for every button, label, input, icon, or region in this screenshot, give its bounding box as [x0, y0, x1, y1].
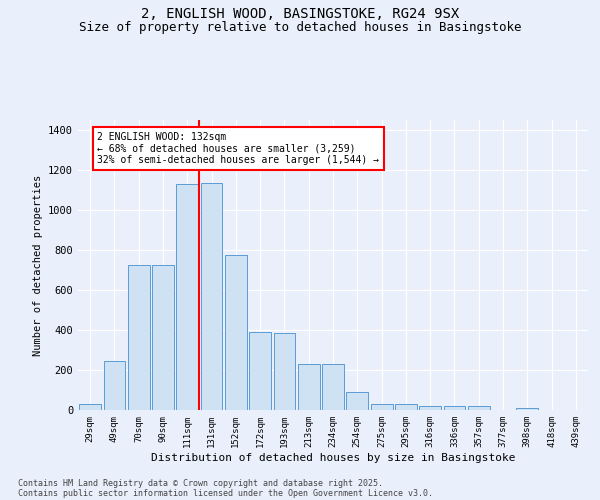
Bar: [395, 404, 417, 410]
Bar: [419, 406, 441, 410]
X-axis label: Distribution of detached houses by size in Basingstoke: Distribution of detached houses by size …: [151, 452, 515, 462]
Bar: [104, 361, 125, 410]
Text: Contains HM Land Registry data © Crown copyright and database right 2025.
Contai: Contains HM Land Registry data © Crown c…: [18, 479, 433, 498]
Bar: [128, 265, 149, 410]
Y-axis label: Number of detached properties: Number of detached properties: [32, 174, 43, 356]
Bar: [443, 406, 466, 410]
Bar: [274, 333, 295, 410]
Bar: [249, 332, 271, 410]
Bar: [517, 408, 538, 410]
Bar: [176, 184, 198, 410]
Bar: [371, 404, 392, 410]
Bar: [346, 392, 368, 410]
Bar: [79, 404, 101, 410]
Bar: [468, 406, 490, 410]
Bar: [298, 364, 320, 410]
Bar: [322, 364, 344, 410]
Bar: [200, 183, 223, 410]
Bar: [225, 255, 247, 410]
Text: 2, ENGLISH WOOD, BASINGSTOKE, RG24 9SX: 2, ENGLISH WOOD, BASINGSTOKE, RG24 9SX: [141, 8, 459, 22]
Bar: [152, 265, 174, 410]
Text: 2 ENGLISH WOOD: 132sqm
← 68% of detached houses are smaller (3,259)
32% of semi-: 2 ENGLISH WOOD: 132sqm ← 68% of detached…: [97, 132, 379, 165]
Text: Size of property relative to detached houses in Basingstoke: Size of property relative to detached ho…: [79, 22, 521, 35]
